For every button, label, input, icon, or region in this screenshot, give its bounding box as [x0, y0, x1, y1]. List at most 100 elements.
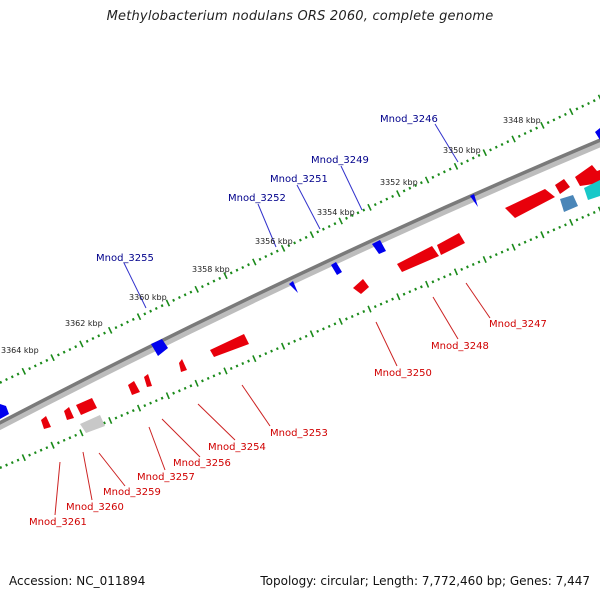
- minor-tick: [517, 243, 521, 247]
- minor-tick: [241, 362, 245, 365]
- minor-tick: [414, 287, 418, 291]
- minor-tick: [385, 300, 389, 304]
- minor-tick: [592, 211, 596, 214]
- minor-tick: [316, 230, 320, 234]
- scale-labels: 3348 kbp 3350 kbp 3352 kbp 3354 kbp 3356…: [1, 116, 541, 355]
- minor-tick: [362, 310, 366, 313]
- minor-tick: [345, 317, 348, 321]
- gene-block: [595, 128, 600, 140]
- gene-label-mnod-3257: Mnod_3257: [137, 472, 195, 483]
- minor-tick: [316, 329, 320, 333]
- minor-tick: [39, 361, 43, 365]
- minor-tick: [592, 99, 596, 103]
- scale-label: 3358 kbp: [192, 265, 230, 274]
- major-tick: [309, 231, 315, 239]
- major-tick: [396, 190, 401, 198]
- minor-tick: [356, 211, 360, 215]
- major-tick: [252, 355, 257, 363]
- minor-tick: [270, 252, 274, 256]
- minor-tick: [270, 349, 273, 353]
- scale-label: 3348 kbp: [503, 116, 541, 125]
- minor-tick: [379, 302, 383, 306]
- minor-tick: [241, 265, 245, 270]
- minor-tick: [552, 228, 556, 232]
- minor-tick: [149, 309, 153, 313]
- gene-block: [470, 194, 478, 207]
- minor-tick: [247, 359, 250, 363]
- gene-label-mnod-3256: Mnod_3256: [173, 458, 231, 469]
- minor-tick: [408, 290, 412, 294]
- minor-tick: [581, 104, 585, 108]
- major-tick: [309, 330, 315, 338]
- minor-tick: [327, 324, 331, 328]
- minor-tick: [443, 275, 446, 279]
- minor-tick: [535, 235, 539, 239]
- minor-tick: [206, 376, 210, 380]
- major-tick: [136, 313, 142, 321]
- scale-label: 3350 kbp: [443, 146, 481, 155]
- major-tick: [425, 280, 430, 288]
- minor-tick: [466, 159, 469, 163]
- minor-tick: [74, 433, 78, 437]
- minor-tick: [126, 411, 129, 415]
- gene-label-mnod-3249: Mnod_3249: [311, 155, 369, 166]
- minor-tick: [177, 389, 181, 393]
- minor-tick: [489, 148, 492, 152]
- major-tick: [424, 176, 430, 184]
- minor-tick: [212, 279, 216, 283]
- gene-block: [41, 416, 51, 429]
- minor-tick: [206, 282, 210, 286]
- scale-label: 3362 kbp: [65, 319, 103, 328]
- major-tick: [280, 342, 286, 350]
- genes: [0, 128, 600, 433]
- minor-tick: [275, 347, 279, 351]
- major-tick: [597, 206, 600, 212]
- gene-block: [0, 404, 9, 419]
- major-tick: [21, 454, 26, 462]
- minor-tick: [298, 238, 302, 242]
- minor-tick: [494, 253, 498, 257]
- minor-tick: [419, 285, 423, 289]
- minor-tick: [535, 126, 539, 130]
- scale-label: 3356 kbp: [255, 237, 293, 246]
- scale-label: 3352 kbp: [380, 178, 418, 187]
- map-title: Methylobacterium nodulans ORS 2060, comp…: [106, 9, 494, 24]
- major-tick: [194, 379, 199, 387]
- gene-label-mnod-3252: Mnod_3252: [228, 193, 286, 204]
- minor-tick: [10, 461, 14, 465]
- minor-tick: [414, 183, 418, 188]
- major-tick: [108, 416, 113, 425]
- minor-tick: [437, 172, 441, 177]
- minor-tick: [500, 250, 504, 254]
- minor-tick: [183, 386, 187, 390]
- minor-tick: [489, 255, 492, 259]
- major-tick: [511, 135, 516, 143]
- minor-tick: [460, 162, 464, 166]
- minor-tick: [45, 358, 49, 362]
- minor-tick: [350, 315, 354, 318]
- major-tick: [136, 404, 142, 412]
- gene-block: [210, 334, 249, 357]
- gene-label-mnod-3250: Mnod_3250: [374, 368, 432, 379]
- minor-tick: [39, 448, 43, 452]
- minor-tick: [523, 240, 527, 244]
- minor-tick: [385, 197, 389, 201]
- minor-tick: [131, 409, 135, 413]
- minor-tick: [5, 377, 8, 382]
- minor-tick: [183, 293, 187, 297]
- minor-tick: [235, 268, 239, 272]
- minor-tick: [587, 101, 590, 106]
- minor-tick: [523, 131, 527, 136]
- minor-tick: [564, 223, 567, 227]
- major-tick: [569, 218, 574, 226]
- minor-tick: [143, 404, 147, 408]
- major-tick: [338, 317, 343, 325]
- gene-label-mnod-3261: Mnod_3261: [29, 517, 87, 528]
- minor-tick: [460, 267, 464, 271]
- minor-tick: [558, 225, 562, 229]
- forward-leader-lines: [54, 282, 491, 516]
- gene-block: [575, 165, 600, 186]
- minor-tick: [298, 337, 302, 341]
- major-tick: [107, 326, 113, 334]
